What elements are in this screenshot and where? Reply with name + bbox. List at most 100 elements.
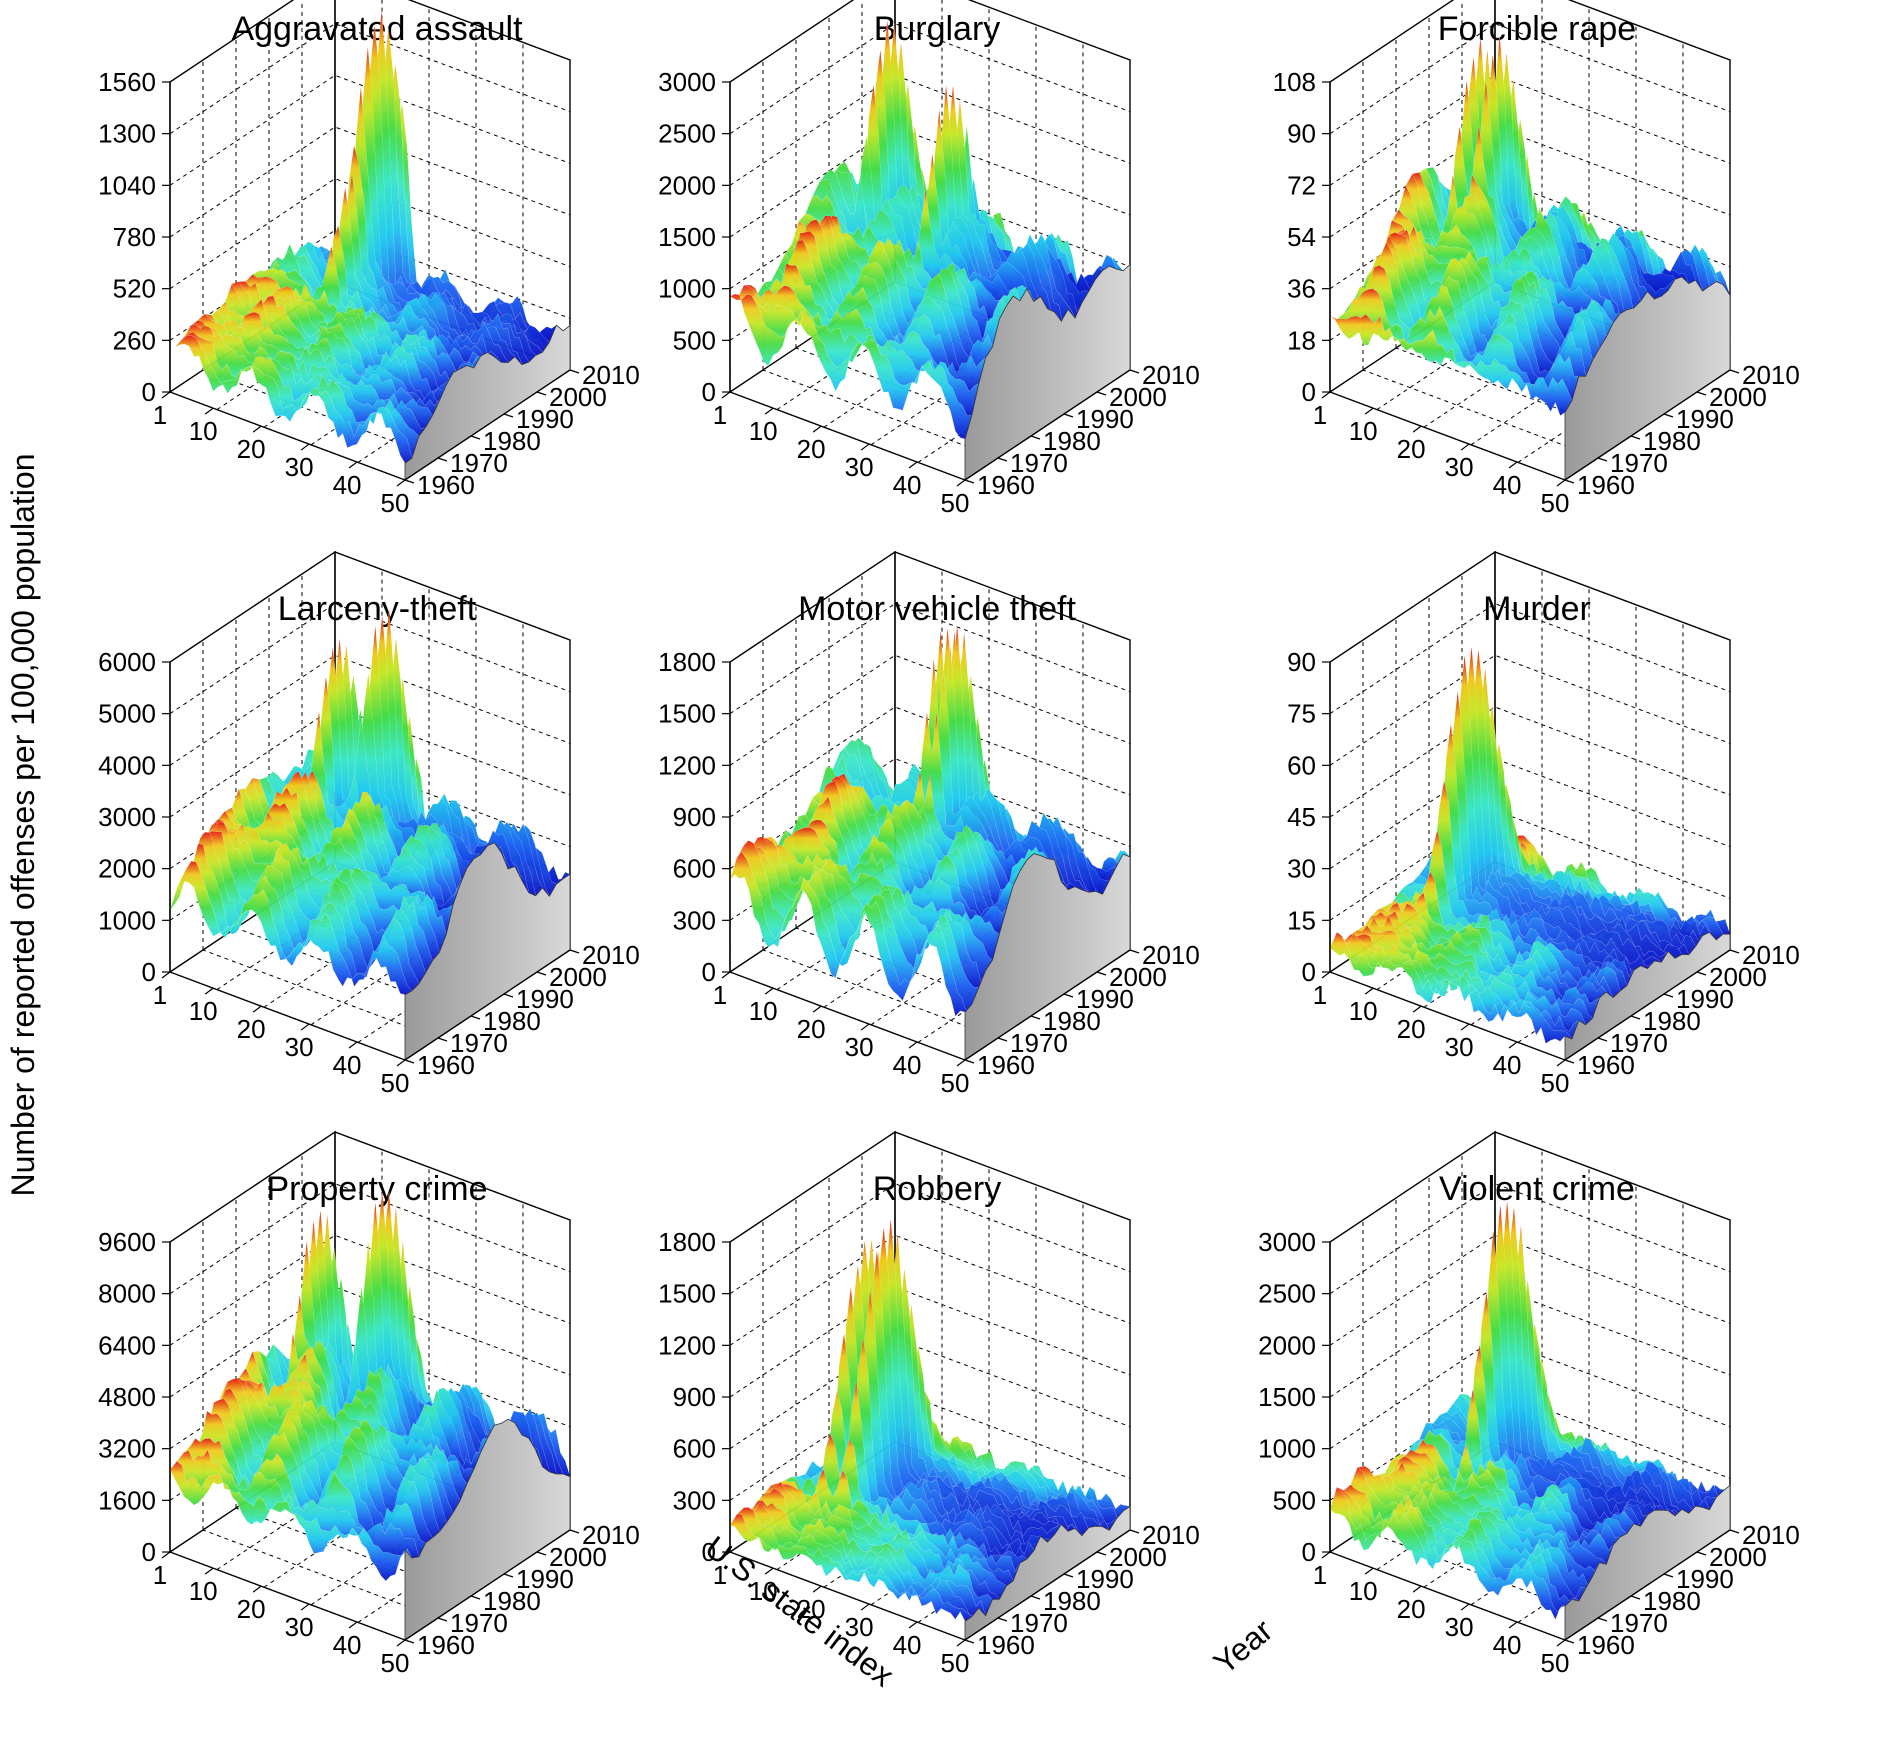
year-tick-label: 1970	[450, 448, 508, 478]
surface-strip	[218, 811, 460, 912]
state-tick	[1412, 1585, 1422, 1593]
surface-strip	[888, 168, 1130, 321]
surface-meshline	[176, 1461, 413, 1559]
year-tick-label: 1980	[483, 426, 541, 456]
surface-strip	[1398, 185, 1641, 320]
year-tick	[536, 391, 547, 396]
surface	[1329, 1201, 1730, 1621]
surface-strip	[190, 1411, 433, 1543]
z-tick-label: 1000	[98, 905, 156, 935]
year-tick	[404, 1059, 415, 1064]
surface-strip	[757, 240, 1000, 373]
surface-meshline	[743, 1507, 980, 1616]
z-gridline	[169, 0, 571, 83]
surface-strip	[1385, 220, 1627, 321]
panel-motor-vehicle-theft: Motor vehicle theft 0 300 600 900 1200 1500 180…	[658, 550, 1200, 1098]
surface-strip	[1385, 872, 1627, 992]
year-tick-label: 1970	[1610, 448, 1668, 478]
state-tick	[812, 1585, 822, 1593]
year-tick-label: 1980	[483, 1006, 541, 1036]
surface-strip	[757, 836, 1000, 960]
state-tick-label: 30	[845, 1612, 874, 1642]
chart-title: Robbery	[873, 1170, 1002, 1208]
z-tick-label: 1500	[1258, 1382, 1316, 1412]
surface-strip	[1391, 830, 1634, 986]
surface-meshline	[743, 840, 979, 988]
surface-strip	[1357, 236, 1600, 374]
surface-strip	[245, 274, 488, 373]
year-tick	[964, 1639, 975, 1644]
surface-strip	[1398, 781, 1641, 977]
surface-strip	[867, 1390, 1110, 1531]
state-tick-label: 10	[1349, 416, 1378, 446]
z-tick-label: 3000	[98, 802, 156, 832]
z-tick-label: 1200	[658, 1330, 716, 1360]
state-tick	[396, 1639, 406, 1647]
year-tick	[1630, 1015, 1641, 1020]
surface-strip	[176, 1450, 419, 1558]
z-tick-label: 8000	[98, 1279, 156, 1309]
year-tick	[1564, 1639, 1575, 1644]
year-tick	[1129, 1529, 1140, 1534]
z-gridline	[169, 74, 571, 186]
surface-strip	[798, 189, 1041, 308]
z-tick-label: 2000	[98, 854, 156, 884]
y-axis-label: Number of reported offenses per 100,000 …	[5, 453, 41, 1196]
surface-strip	[1385, 1449, 1627, 1548]
state-tick-label: 50	[941, 488, 970, 518]
state-tick-label: 20	[1397, 1594, 1426, 1624]
z-tick-label: 1040	[98, 170, 156, 200]
z-gridline	[729, 178, 1131, 290]
state-tick	[300, 443, 310, 451]
surface-meshline	[1329, 1509, 1566, 1621]
state-tick-label: 50	[381, 1648, 410, 1678]
year-tick	[1729, 369, 1740, 374]
year-tick-label: 1980	[1643, 1586, 1701, 1616]
z-gridline	[729, 551, 1131, 663]
surface-strip	[798, 773, 1041, 910]
z-tick-label: 1500	[658, 1279, 716, 1309]
state-tick-label: 1	[713, 1560, 727, 1590]
year-tick	[1030, 1595, 1041, 1600]
state-tick	[860, 1603, 870, 1611]
surface-meshline	[245, 771, 481, 910]
surface-strip	[1364, 232, 1607, 366]
state-tick	[1508, 1041, 1518, 1049]
surface-strip	[204, 312, 447, 407]
surface-meshline	[169, 343, 406, 464]
surface-meshline	[1412, 724, 1648, 974]
surface-strip	[176, 844, 419, 991]
year-axis-label: Year	[1207, 1612, 1280, 1681]
surface-meshline	[1329, 315, 1566, 417]
surface-strip	[1350, 242, 1593, 387]
z-tick-label: 0	[702, 1537, 716, 1567]
surface-strip	[211, 819, 454, 935]
z-gridline	[1329, 1338, 1731, 1450]
surface-strip	[190, 831, 433, 973]
surface-strip	[1378, 892, 1620, 998]
surface-meshline	[791, 781, 1028, 918]
year-tick-label: 1970	[1010, 1608, 1068, 1638]
state-tick	[908, 461, 918, 469]
year-tick-label: 1990	[1676, 404, 1734, 434]
state-tick	[204, 1567, 214, 1575]
state-tick-label: 10	[749, 1576, 778, 1606]
state-tick	[860, 1023, 870, 1031]
state-tick-label: 50	[381, 488, 410, 518]
year-tick	[437, 1617, 448, 1622]
year-tick-label: 2010	[582, 360, 640, 390]
year-tick	[1129, 949, 1140, 954]
surface-strip	[197, 1398, 440, 1538]
chart-title: Larceny-theft	[278, 590, 477, 628]
surface-strip	[170, 1461, 412, 1581]
year-tick-label: 1970	[450, 1608, 508, 1638]
surface-strip	[764, 231, 1007, 372]
year-tick-label: 2010	[582, 1520, 640, 1550]
state-tick	[1508, 461, 1518, 469]
state-tick-label: 10	[749, 996, 778, 1026]
surface-strip	[1446, 669, 1689, 955]
state-tick-label: 40	[1493, 1630, 1522, 1660]
panel-robbery: Robbery 0 300 600 900 1200 1500 1800 1 10 20 30 40 50…	[658, 1130, 1200, 1678]
z-tick-label: 900	[673, 802, 716, 832]
